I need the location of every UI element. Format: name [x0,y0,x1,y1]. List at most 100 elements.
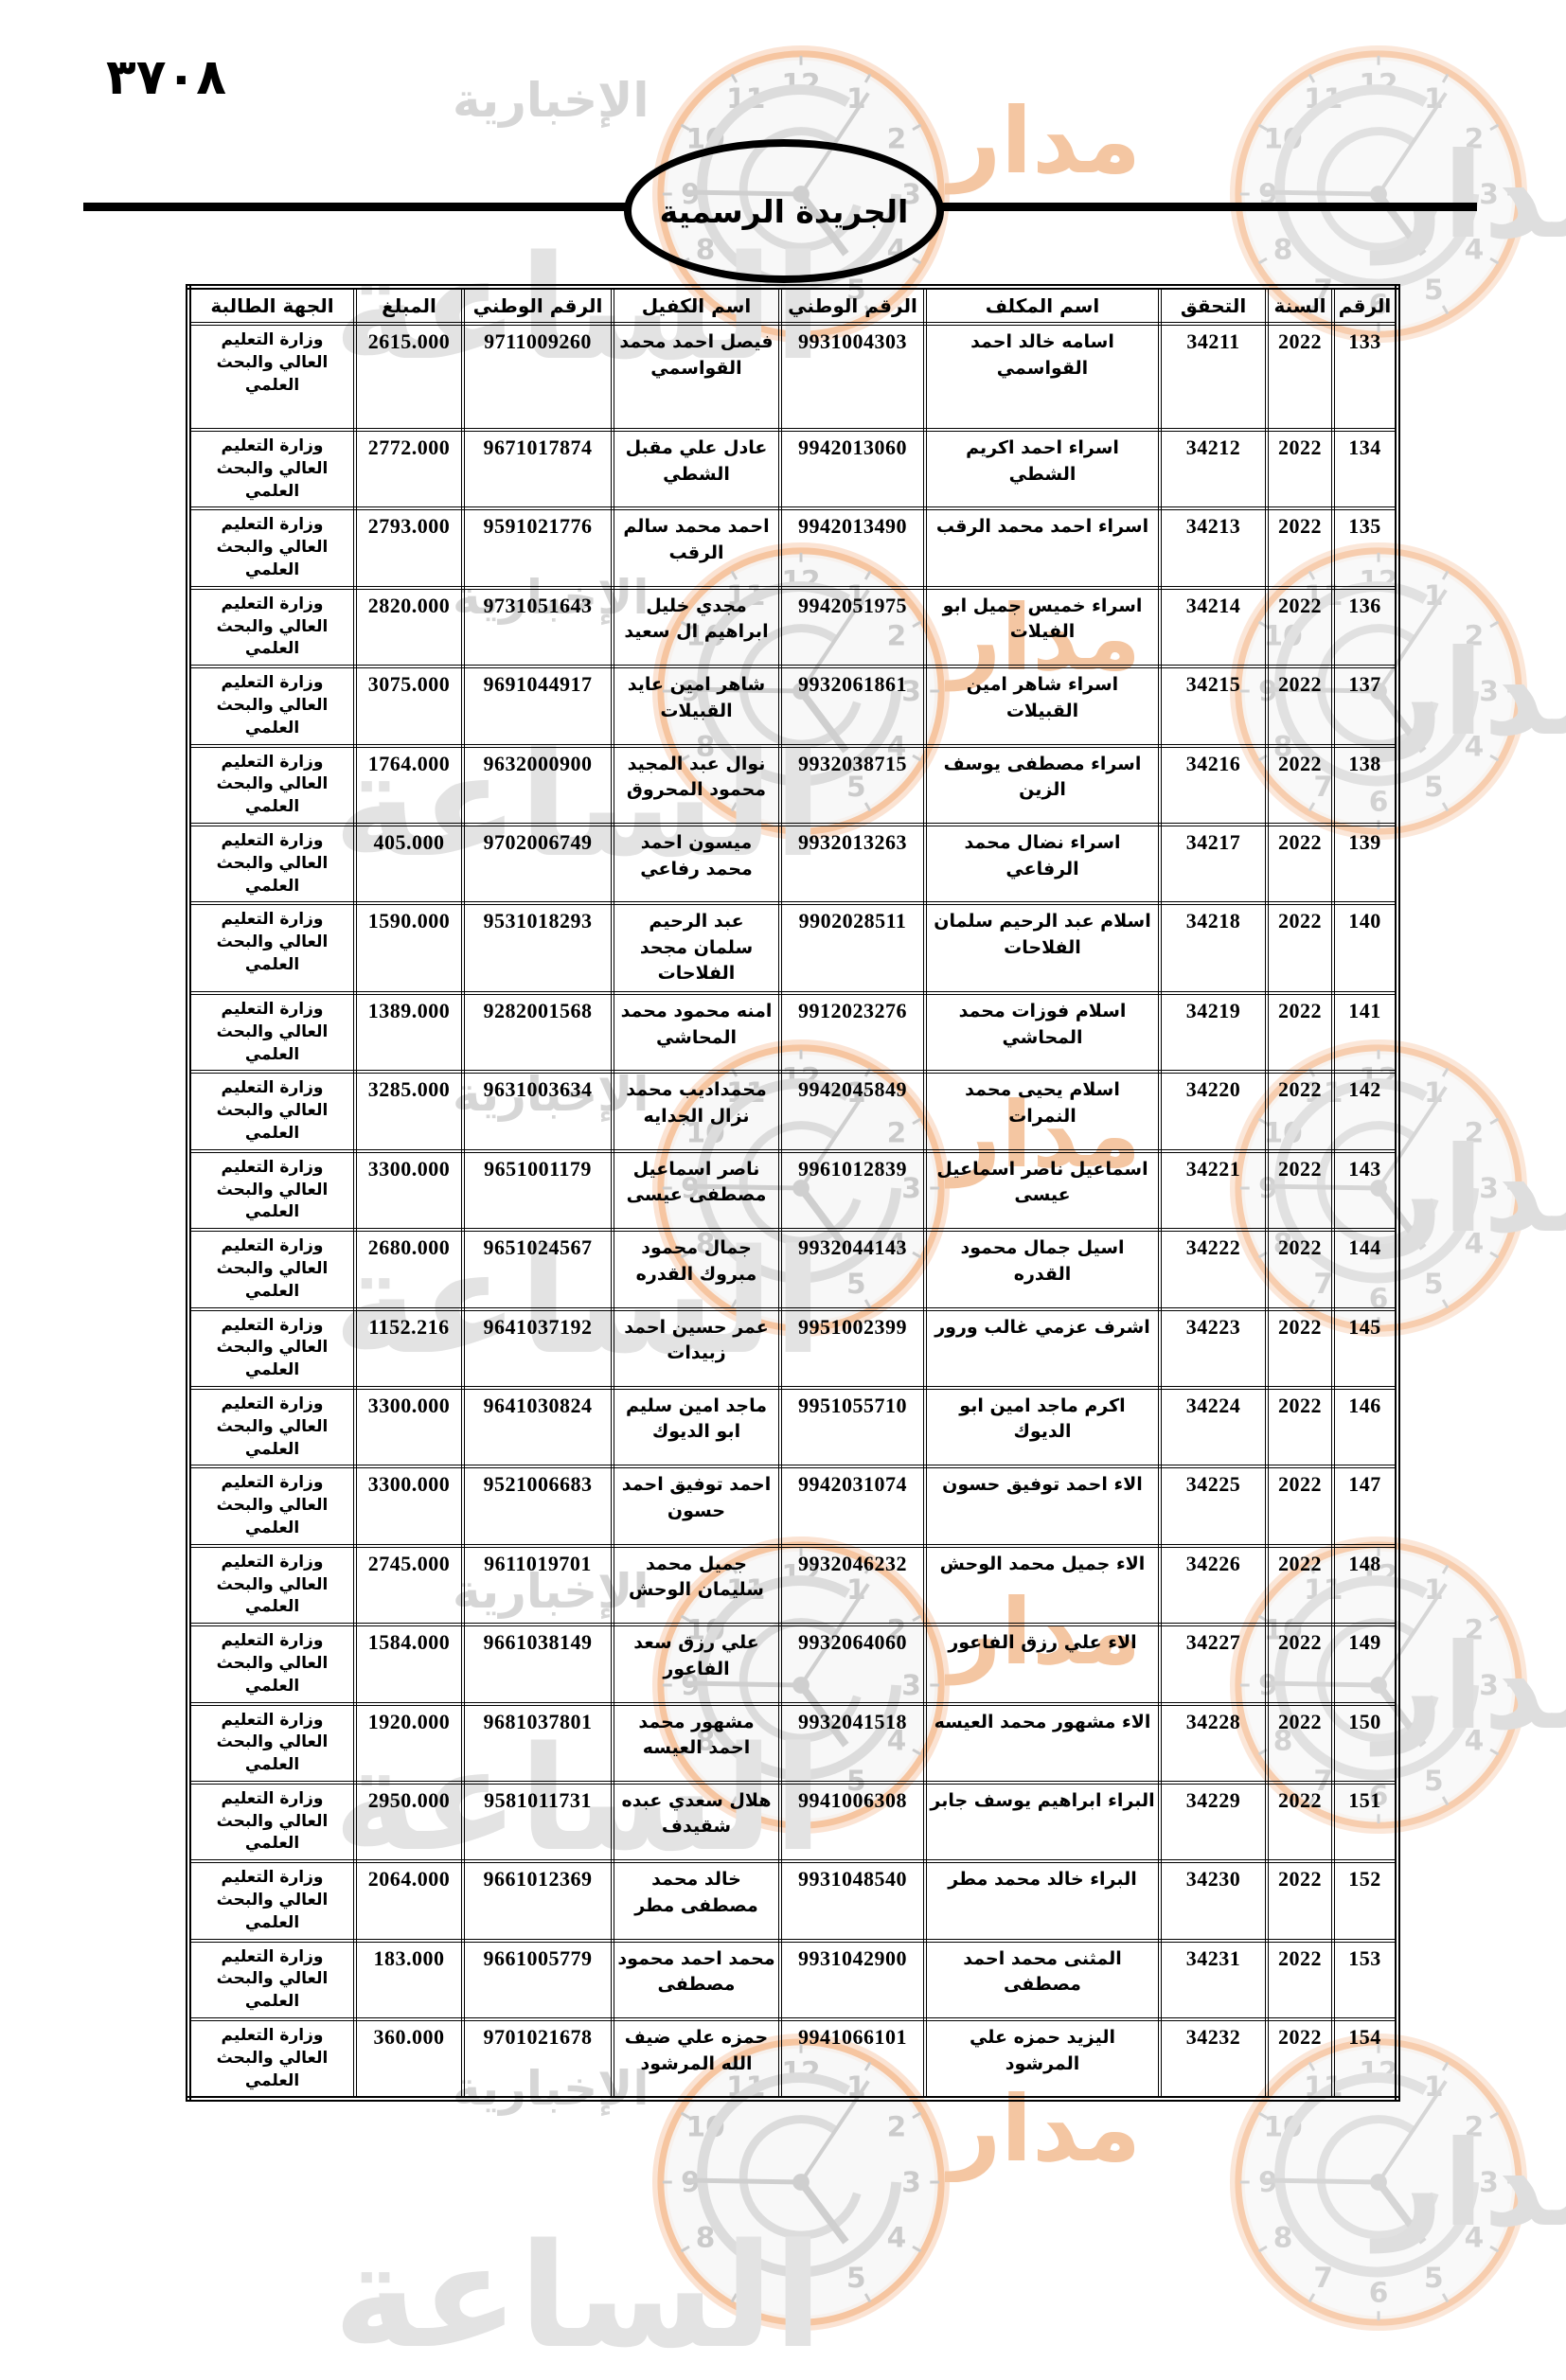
cell-mablagh: 1389.000 [353,990,465,1075]
cell-jiha: وزارة التعليم العالي والبحث العلمي [187,1148,357,1233]
svg-text:11: 11 [1304,82,1343,115]
svg-text:4: 4 [1465,1724,1485,1756]
cell-tahaqq: 34211 [1158,322,1269,432]
cell-kafeel: امنه محمود محمد المحاشي [611,990,782,1075]
cell-tahaqq: 34218 [1158,901,1269,995]
cell-kafeel: نوال عبد المجيد محمود المحروق [611,743,782,826]
cell-watani_kafeel: 9641037192 [461,1306,614,1390]
cell-mukallaf: اسيل جمال محمود القدره [923,1228,1162,1311]
records-tbody: 133 2022 34211 اسامه خالد احمد القواسمي 9931… [187,322,1399,2102]
column-header-5: اسم الكفيل [611,285,782,326]
cell-raqm: 139 [1331,822,1399,906]
cell-watani_kafeel: 9641030824 [461,1385,614,1469]
svg-text:8: 8 [1273,233,1293,265]
cell-watani_mukallaf: 9942051975 [778,585,927,669]
cell-kafeel: عمر حسين احمد زبيدات [611,1306,782,1390]
cell-mukallaf: اسماعيل ناصر اسماعيل عيسى [923,1148,1162,1233]
cell-watani_kafeel: 9531018293 [461,901,614,995]
cell-tahaqq: 34232 [1158,2017,1269,2102]
column-header-2: التحقق [1158,285,1269,326]
cell-tahaqq: 34212 [1158,427,1269,511]
cell-watani_kafeel: 9711009260 [461,322,614,432]
cell-jiha: وزارة التعليم العالي والبحث العلمي [187,1859,357,1943]
svg-text:8: 8 [696,2221,716,2253]
cell-mukallaf: اسامه خالد احمد القواسمي [923,322,1162,432]
cell-watani_mukallaf: 9942013490 [778,506,927,590]
cell-kafeel: خالد محمد مصطفى مطر [611,1859,782,1943]
cell-tahaqq: 34220 [1158,1070,1269,1153]
cell-mukallaf: اشرف عزمي غالب ورور [923,1306,1162,1390]
svg-text:5: 5 [1424,2262,1444,2294]
cell-kafeel: ناصر اسماعيل مصطفى عيسى [611,1148,782,1233]
table-row: 146 2022 34224 اكرم ماجد امين ابو الديوك 995… [187,1385,1399,1469]
svg-text:11: 11 [726,82,765,115]
cell-watani_mukallaf: 9902028511 [778,901,927,995]
cell-mukallaf: اسلام يحيى محمد النمرات [923,1070,1162,1153]
cell-mablagh: 1584.000 [353,1623,465,1706]
cell-kafeel: هلال سعدي عبده شقيدف [611,1780,782,1864]
cell-mukallaf: اكرم ماجد امين ابو الديوك [923,1385,1162,1469]
table-row: 137 2022 34215 اسراء شاهر امين القبيلات 9932… [187,665,1399,748]
svg-text:4: 4 [1465,2221,1485,2253]
cell-jiha: وزارة التعليم العالي والبحث العلمي [187,1780,357,1864]
cell-watani_mukallaf: 9931042900 [778,1938,927,2022]
svg-text:4: 4 [1465,730,1485,762]
cell-sana: 2022 [1265,1938,1335,2022]
cell-sana: 2022 [1265,990,1335,1075]
records-table: الرقم السنة التحقق اسم المكلف الرقم الوطني اس… [186,284,1400,2103]
table-row: 143 2022 34221 اسماعيل ناصر اسماعيل عيسى 996… [187,1148,1399,1233]
cell-sana: 2022 [1265,665,1335,748]
cell-sana: 2022 [1265,1859,1335,1943]
cell-watani_mukallaf: 9951055710 [778,1385,927,1469]
svg-text:2: 2 [1465,2111,1485,2143]
table-row: 136 2022 34214 اسراء خميس جميل ابو الفيلات 9… [187,585,1399,669]
cell-mukallaf: اسلام فوزات محمد المحاشي [923,990,1162,1075]
cell-kafeel: فيصل احمد محمد القواسمي [611,322,782,432]
cell-jiha: وزارة التعليم العالي والبحث العلمي [187,585,357,669]
cell-watani_kafeel: 9701021678 [461,2017,614,2102]
cell-mukallaf: اسراء احمد اكريم الشطي [923,427,1162,511]
cell-kafeel: جمال محمود مبروك القدره [611,1228,782,1311]
cell-mukallaf: اسراء مصطفى يوسف الزين [923,743,1162,826]
cell-sana: 2022 [1265,743,1335,826]
cell-watani_mukallaf: 9932064060 [778,1623,927,1706]
cell-watani_mukallaf: 9961012839 [778,1148,927,1233]
table-row: 135 2022 34213 اسراء احمد محمد الرقب 9942013… [187,506,1399,590]
cell-watani_kafeel: 9702006749 [461,822,614,906]
table-row: 141 2022 34219 اسلام فوزات محمد المحاشي 9912… [187,990,1399,1075]
cell-sana: 2022 [1265,427,1335,511]
svg-text:1: 1 [1424,82,1444,115]
cell-watani_kafeel: 9661005779 [461,1938,614,2022]
cell-tahaqq: 34231 [1158,1938,1269,2022]
cell-watani_kafeel: 9631003634 [461,1070,614,1153]
cell-tahaqq: 34228 [1158,1701,1269,1785]
cell-kafeel: مجدي خليل ابراهيم ال سعيد [611,585,782,669]
cell-watani_kafeel: 9671017874 [461,427,614,511]
page-number: ٣٧٠٨ [106,49,226,106]
table-row: 153 2022 34231 المثنى محمد احمد مصطفى 993104… [187,1938,1399,2022]
table-row: 152 2022 34230 البراء خالد محمد مطر 99310485… [187,1859,1399,1943]
table-row: 154 2022 34232 اليزيد حمزه علي المرشود 99410… [187,2017,1399,2102]
cell-mablagh: 1152.216 [353,1306,465,1390]
cell-watani_kafeel: 9651001179 [461,1148,614,1233]
cell-kafeel: جميل محمد سليمان الوحش [611,1543,782,1627]
cell-mukallaf: الاء مشهور محمد العيسه [923,1701,1162,1785]
cell-kafeel: احمد محمد سالم الرقب [611,506,782,590]
svg-text:1: 1 [1424,2070,1444,2103]
column-header-0: الرقم [1331,285,1399,326]
cell-mukallaf: اسلام عبد الرحيم سلمان الفلاحات [923,901,1162,995]
svg-text:9: 9 [681,2166,701,2198]
table-row: 142 2022 34220 اسلام يحيى محمد النمرات 99420… [187,1070,1399,1153]
svg-text:3: 3 [901,2166,921,2198]
cell-mablagh: 183.000 [353,1938,465,2022]
svg-text:3: 3 [1479,1669,1499,1701]
cell-tahaqq: 34219 [1158,990,1269,1075]
cell-jiha: وزارة التعليم العالي والبحث العلمي [187,1623,357,1706]
cell-mukallaf: المثنى محمد احمد مصطفى [923,1938,1162,2022]
cell-kafeel: احمد توفيق احمد حسون [611,1465,782,1548]
cell-mukallaf: الاء احمد توفيق حسون [923,1465,1162,1548]
cell-watani_mukallaf: 9941006308 [778,1780,927,1864]
cell-mukallaf: اسراء احمد محمد الرقب [923,506,1162,590]
cell-sana: 2022 [1265,1306,1335,1390]
cell-watani_kafeel: 9661012369 [461,1859,614,1943]
